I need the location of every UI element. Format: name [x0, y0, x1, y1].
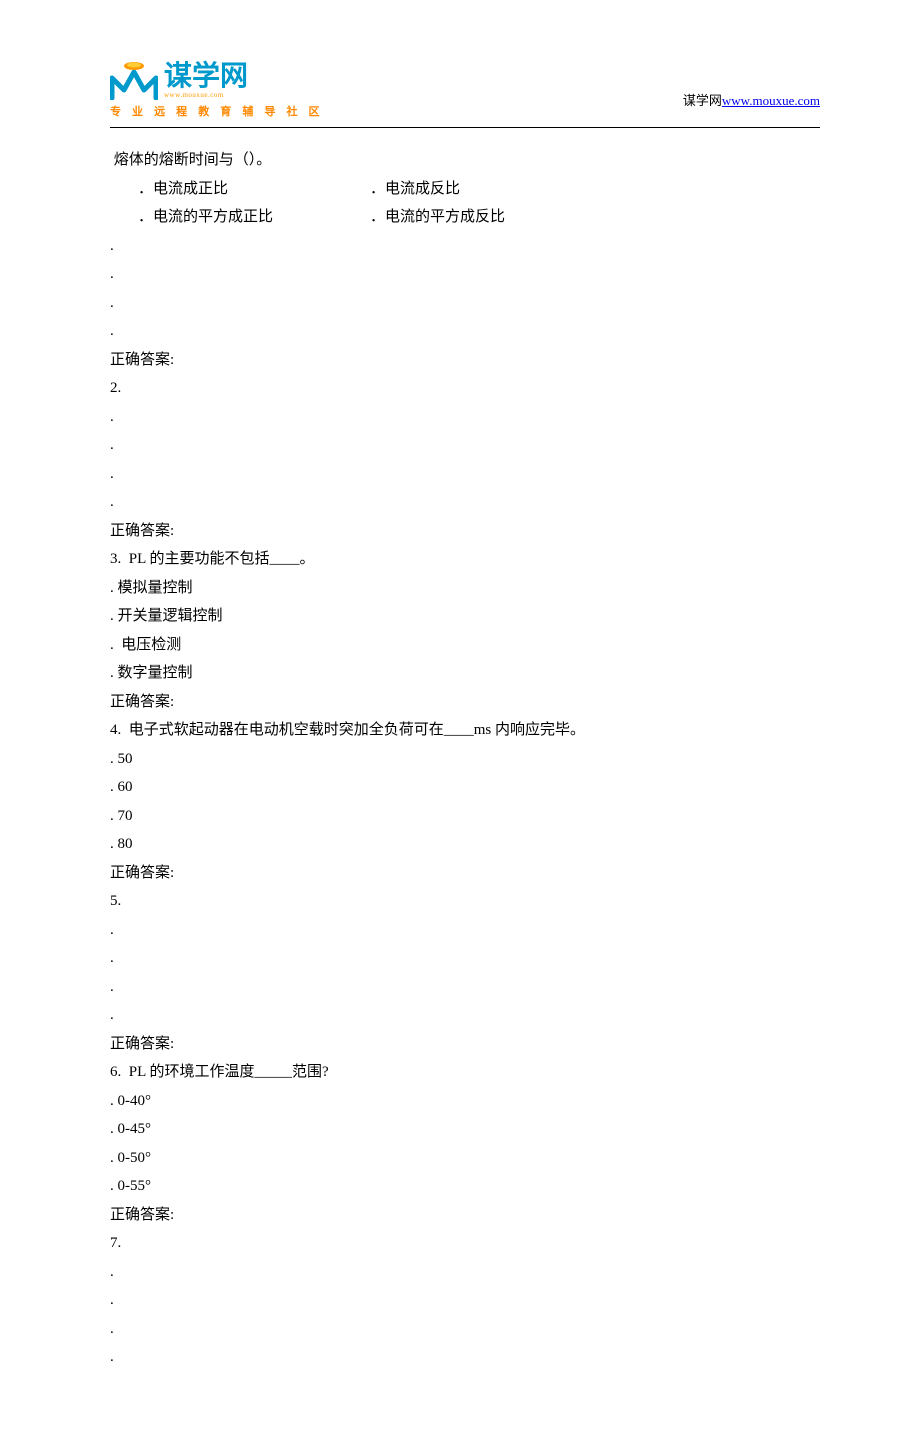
q2-empty1: . [110, 403, 820, 432]
logo-block: 谋学网 www.mouxue.com 专 业 远 程 教 育 辅 导 社 区 [110, 60, 324, 119]
q4-opt-c: . 70 [110, 802, 820, 831]
q6-opt-b: . 0-45° [110, 1115, 820, 1144]
logo-small-url: www.mouxue.com [164, 92, 248, 99]
q5-empty2: . [110, 944, 820, 973]
q1-answer-label: 正确答案: [110, 346, 820, 375]
q7-num: 7. [110, 1229, 820, 1258]
q1-opt-d: ．电流的平方成反比 [370, 203, 820, 232]
site-label: 谋学网 [683, 93, 722, 108]
q5-empty4: . [110, 1001, 820, 1030]
site-link[interactable]: www.mouxue.com [722, 93, 820, 108]
page-header: 谋学网 www.mouxue.com 专 业 远 程 教 育 辅 导 社 区 谋… [110, 60, 820, 119]
q3-answer-label: 正确答案: [110, 688, 820, 717]
q2-empty2: . [110, 431, 820, 460]
content-body: 熔体的熔断时间与（）。 ．电流成正比 ．电流成反比 ．电流的平方成正比 ．电流的… [110, 146, 820, 1372]
header-right: 谋学网www.mouxue.com [683, 90, 820, 119]
q4-opt-b: . 60 [110, 773, 820, 802]
q2-empty4: . [110, 488, 820, 517]
q1-empty4: . [110, 317, 820, 346]
q3-opt-b: . 开关量逻辑控制 [110, 602, 820, 631]
q1-opt-a: ．电流成正比 [110, 175, 370, 204]
q3-opt-c: . 电压检测 [110, 631, 820, 660]
q1-empty1: . [110, 232, 820, 261]
q1-options-row1: ．电流成正比 ．电流成反比 [110, 175, 820, 204]
q5-empty3: . [110, 973, 820, 1002]
q7-empty4: . [110, 1343, 820, 1372]
q2-empty3: . [110, 460, 820, 489]
q6-opt-a: . 0-40° [110, 1087, 820, 1116]
q4-opt-d: . 80 [110, 830, 820, 859]
q1-stem: 熔体的熔断时间与（）。 [110, 146, 820, 175]
q7-empty2: . [110, 1286, 820, 1315]
q1-empty2: . [110, 260, 820, 289]
q4-opt-a: . 50 [110, 745, 820, 774]
q3-stem: 3. PL 的主要功能不包括____。 [110, 545, 820, 574]
q6-stem: 6. PL 的环境工作温度_____范围? [110, 1058, 820, 1087]
q3-opt-d: . 数字量控制 [110, 659, 820, 688]
q6-opt-c: . 0-50° [110, 1144, 820, 1173]
divider [110, 127, 820, 128]
q5-answer-label: 正确答案: [110, 1030, 820, 1059]
q2-num: 2. [110, 374, 820, 403]
q1-options-row2: ．电流的平方成正比 ．电流的平方成反比 [110, 203, 820, 232]
q7-empty3: . [110, 1315, 820, 1344]
q1-opt-c: ．电流的平方成正比 [110, 203, 370, 232]
q2-answer-label: 正确答案: [110, 517, 820, 546]
q1-empty3: . [110, 289, 820, 318]
q7-empty1: . [110, 1258, 820, 1287]
logo-tagline: 专 业 远 程 教 育 辅 导 社 区 [110, 103, 324, 119]
q4-stem: 4. 电子式软起动器在电动机空载时突加全负荷可在____ms 内响应完毕。 [110, 716, 820, 745]
q3-opt-a: . 模拟量控制 [110, 574, 820, 603]
logo-icon [110, 60, 158, 100]
q4-answer-label: 正确答案: [110, 859, 820, 888]
q6-answer-label: 正确答案: [110, 1201, 820, 1230]
logo-chinese: 谋学网 [164, 62, 248, 90]
q6-opt-d: . 0-55° [110, 1172, 820, 1201]
q1-opt-b: ．电流成反比 [370, 175, 820, 204]
logo-row: 谋学网 www.mouxue.com [110, 60, 248, 100]
q5-num: 5. [110, 887, 820, 916]
q5-empty1: . [110, 916, 820, 945]
